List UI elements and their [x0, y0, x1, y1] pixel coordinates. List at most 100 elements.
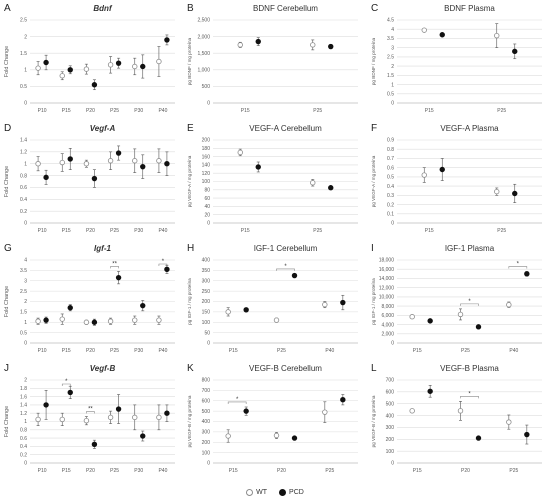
x-tick-label: P25 — [461, 348, 470, 354]
x-tick-label: P15 — [241, 228, 250, 234]
panel-c: C BDNF Plasma 0 0.5 1 1.5 2 2.5 3 3.5 4 4.5 pg BDNF … — [371, 3, 542, 114]
x-tick-label: P25 — [110, 468, 119, 474]
y-tick-label: 0.6 — [387, 165, 394, 171]
y-tick-label: 0.8 — [20, 428, 27, 434]
significance-label: * — [236, 397, 239, 403]
data-point-wt — [83, 319, 90, 325]
significance-label: * — [517, 262, 520, 268]
y-tick-label: 200 — [202, 138, 211, 144]
data-point-pcd — [328, 43, 334, 50]
data-point-pcd — [164, 37, 170, 43]
y-tick-label: 1 — [391, 82, 394, 88]
data-point-pcd — [427, 388, 433, 394]
y-axis-label: Fold Change — [4, 286, 10, 318]
data-point-wt — [132, 158, 138, 164]
panel-letter: G — [4, 243, 12, 254]
x-tick-label: P20 — [86, 228, 95, 234]
legend-label-pcd: PCD — [289, 488, 304, 496]
data-point-pcd — [115, 274, 122, 281]
x-tick-label: P25 — [497, 228, 506, 234]
y-tick-label: 200 — [386, 437, 395, 443]
data-point-pcd — [91, 175, 98, 182]
y-tick-label: 0 — [24, 221, 27, 227]
data-point-pcd — [91, 82, 98, 88]
y-tick-label: 500 — [202, 409, 211, 415]
y-tick-label: 700 — [202, 388, 211, 394]
panel-f: F VEGF-A Plasma 0 0.1 0.2 0.3 0.4 0.5 0.6 0.7 0.8 0… — [371, 123, 542, 234]
x-tick-label: P25 — [325, 468, 334, 474]
data-point-pcd — [115, 60, 122, 66]
data-point-wt — [59, 159, 65, 166]
data-point-pcd — [243, 408, 249, 414]
data-point-wt — [156, 158, 162, 164]
panel-title: VEGF-B Cerebellum — [249, 364, 322, 373]
y-tick-label: 1.8 — [20, 386, 27, 392]
y-tick-label: 1.5 — [387, 73, 394, 79]
data-point-wt — [457, 408, 464, 414]
data-point-wt — [132, 317, 138, 323]
data-point-pcd — [164, 410, 170, 416]
y-tick-label: 1.4 — [20, 403, 27, 409]
data-point-wt — [457, 311, 464, 318]
significance-bracket — [276, 268, 295, 271]
data-point-pcd — [427, 318, 433, 324]
legend-item-pcd: PCD — [279, 488, 304, 496]
y-tick-label: 1.5 — [20, 51, 27, 57]
y-tick-label: 2,000 — [197, 34, 210, 40]
significance-bracket — [110, 266, 119, 269]
data-point-wt — [225, 309, 231, 315]
panel-letter: A — [4, 3, 11, 14]
panel-title: IGF-1 Plasma — [445, 244, 495, 253]
y-tick-label: 0 — [207, 461, 210, 467]
panel-b: B BDNF Cerebellum 0 500 1,000 1,500 2,000 2,500… — [187, 3, 358, 114]
y-tick-label: 600 — [202, 398, 211, 404]
y-axis-label: Fold Change — [4, 406, 10, 438]
y-tick-label: 18,000 — [379, 258, 395, 264]
data-point-pcd — [115, 406, 122, 412]
x-tick-label: P25 — [110, 348, 119, 354]
data-point-pcd — [340, 299, 346, 306]
significance-label: * — [284, 264, 287, 270]
data-point-wt — [237, 42, 243, 48]
y-tick-label: 2,500 — [197, 18, 210, 24]
significance-label: ** — [88, 407, 93, 413]
y-tick-label: 8,000 — [381, 304, 394, 310]
data-point-pcd — [91, 441, 98, 448]
x-tick-label: P25 — [313, 108, 322, 114]
data-point-wt — [132, 63, 138, 70]
data-point-pcd — [67, 389, 73, 396]
data-point-pcd — [140, 63, 146, 70]
data-point-wt — [322, 301, 328, 308]
y-axis-label: pg BDNF / mg proteína — [187, 37, 192, 85]
panel-letter: H — [187, 243, 194, 254]
data-point-pcd — [140, 433, 146, 439]
data-point-wt — [83, 66, 90, 72]
data-point-pcd — [43, 317, 49, 323]
y-axis-label: pg VEGF-A / mg proteína — [187, 155, 192, 207]
y-tick-label: 2 — [24, 299, 27, 305]
x-tick-label: P25 — [110, 108, 119, 114]
panel-e: E VEGF-A Cerebellum 0 20 40 60 80 100 120 140 160 1… — [187, 123, 358, 234]
y-tick-label: 4 — [391, 27, 394, 33]
significance-bracket — [86, 411, 95, 414]
panel-a: A Bdnf 0 0.5 1 1.5 2 2.5 Fold Change P10 P15 P20 P25… — [4, 3, 175, 114]
y-tick-label: 160 — [202, 154, 211, 160]
y-tick-label: 1 — [24, 320, 27, 326]
x-tick-label: P15 — [229, 468, 238, 474]
data-point-pcd — [43, 402, 49, 408]
y-tick-label: 3.5 — [20, 268, 27, 274]
y-tick-label: 500 — [202, 84, 211, 90]
data-point-pcd — [43, 174, 49, 181]
data-point-pcd — [512, 48, 518, 55]
data-point-pcd — [67, 156, 73, 162]
y-tick-label: 300 — [202, 430, 211, 436]
x-tick-label: P30 — [134, 348, 143, 354]
panel-letter: B — [187, 3, 194, 14]
panel-title: Vegf-B — [90, 364, 116, 373]
y-tick-label: 350 — [202, 268, 211, 274]
y-tick-label: 100 — [386, 449, 395, 455]
x-tick-label: P15 — [62, 108, 71, 114]
x-tick-label: P15 — [62, 228, 71, 234]
data-point-wt — [132, 414, 138, 421]
data-point-wt — [421, 27, 427, 33]
